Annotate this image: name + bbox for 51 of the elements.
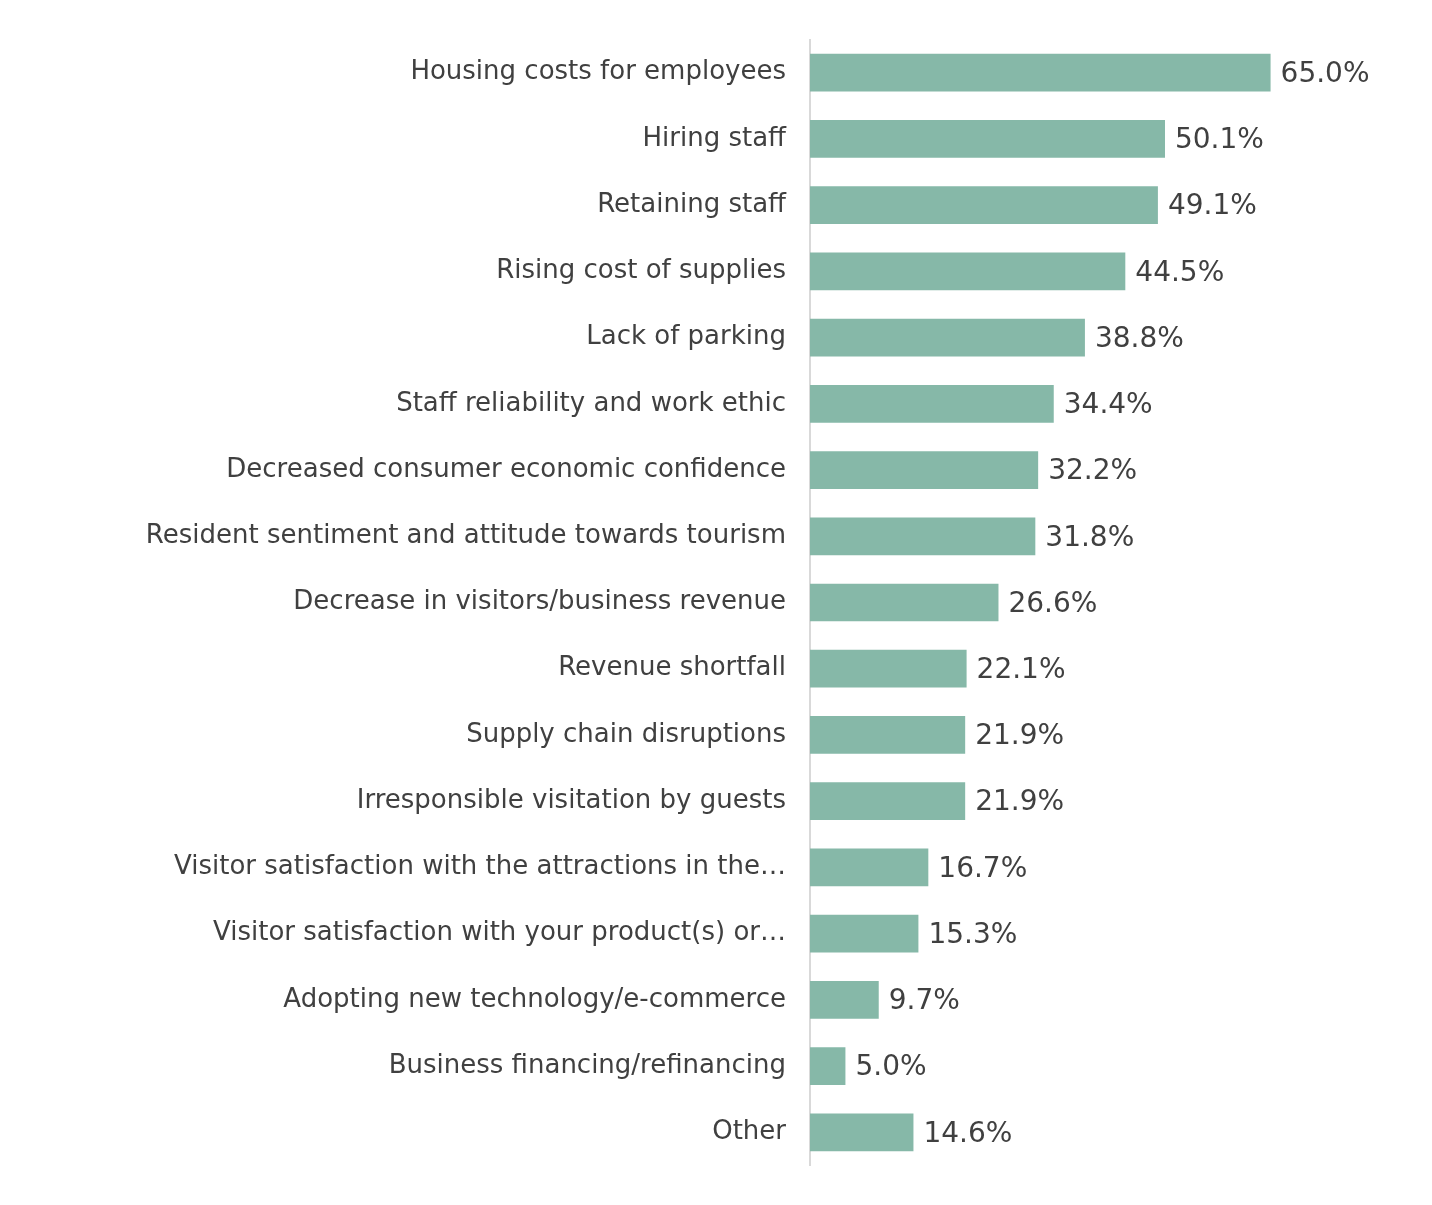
data-label: 49.1% — [1167, 188, 1257, 222]
data-label: 22.1% — [976, 652, 1066, 685]
y-tick-label: Retaining staff — [597, 187, 788, 218]
y-tick-label: Irresponsible visitation by guests — [356, 783, 786, 814]
y-tick-label: Visitor satisfaction with your product(s) or… — [212, 916, 786, 947]
y-tick-label: Lack of parking — [586, 320, 786, 351]
data-label: 5.0% — [855, 1049, 927, 1083]
y-tick-label: Housing costs for employees — [410, 55, 786, 86]
bar — [810, 252, 1126, 291]
bar — [810, 186, 1158, 225]
y-tick-label: Decrease in visitors/business revenue — [293, 585, 786, 616]
bar — [810, 782, 966, 821]
y-tick-label: Visitor satisfaction with the attractions in the… — [173, 850, 786, 881]
y-tick-label: Adopting new technology/e-commerce — [283, 982, 786, 1013]
y-tick-label: Rising cost of supplies — [496, 254, 786, 285]
bar — [810, 318, 1085, 357]
data-label: 26.6% — [1008, 585, 1098, 619]
data-label: 34.4% — [1063, 387, 1153, 421]
data-label: 14.6% — [923, 1115, 1013, 1149]
data-label: 31.8% — [1045, 519, 1135, 553]
y-tick-label: Supply chain disruptions — [466, 717, 786, 748]
data-label: 21.9% — [975, 718, 1065, 752]
bar — [810, 848, 929, 887]
bar — [810, 53, 1271, 92]
data-label: 16.7% — [938, 850, 1028, 884]
bar — [810, 517, 1036, 556]
data-label: 21.9% — [975, 784, 1065, 818]
y-tick-label: Staff reliability and work ethic — [396, 386, 786, 417]
bar — [810, 914, 919, 953]
bar — [810, 583, 999, 622]
bar — [810, 649, 967, 688]
bar — [810, 1113, 914, 1152]
bar — [810, 716, 966, 754]
bar — [810, 980, 879, 1019]
y-tick-label: Revenue shortfall — [558, 651, 786, 682]
data-label: 32.2% — [1048, 453, 1138, 487]
data-label: 38.8% — [1094, 320, 1184, 354]
bar — [810, 1047, 846, 1085]
y-tick-label: Decreased consumer economic confidence — [226, 452, 786, 483]
bar — [810, 451, 1039, 489]
data-label: 44.5% — [1135, 254, 1225, 288]
bar — [810, 120, 1165, 158]
data-label: 9.7% — [888, 983, 960, 1017]
y-tick-label: Other — [712, 1115, 787, 1146]
data-label: 65.0% — [1280, 55, 1370, 89]
data-label: 15.3% — [928, 916, 1018, 950]
data-label: 50.1% — [1174, 122, 1264, 156]
bar — [810, 384, 1054, 423]
y-tick-label: Business financing/refinancing — [388, 1048, 786, 1079]
y-tick-label: Resident sentiment and attitude towards tourism — [145, 519, 786, 550]
y-tick-label: Hiring staff — [642, 121, 788, 152]
